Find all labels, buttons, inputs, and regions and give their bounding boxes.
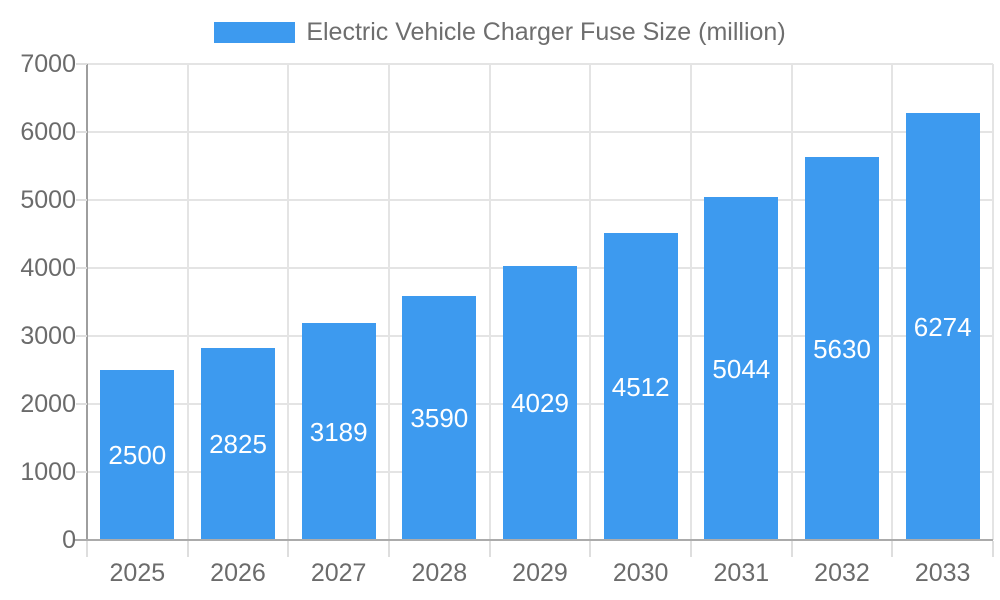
x-axis-tick — [287, 541, 290, 557]
y-tick-label: 1000 — [20, 458, 76, 486]
y-tick-label: 5000 — [20, 186, 76, 214]
gridline-vertical — [891, 64, 894, 540]
gridline-vertical — [388, 64, 390, 540]
x-tick-label: 2027 — [310, 559, 367, 587]
y-axis-tick — [76, 471, 87, 473]
plot-area: 2500 2825 3189 3590 4029 4512 5044 5630 6274 — [87, 63, 994, 540]
x-axis-tick — [388, 541, 390, 557]
bar-value-label: 5630 — [813, 333, 871, 364]
x-axis-tick — [790, 541, 793, 557]
x-tick-label: 2026 — [210, 559, 266, 587]
x-axis-line — [75, 539, 993, 541]
x-tick-label: 2030 — [612, 559, 669, 587]
x-axis-tick — [589, 541, 592, 557]
bar: 3590 — [402, 295, 477, 540]
bar-value-label: 3189 — [309, 416, 368, 447]
legend: Electric Vehicle Charger Fuse Size (mill… — [0, 18, 1000, 46]
x-tick-label: 2028 — [411, 559, 468, 587]
bar-value-label: 2825 — [209, 428, 267, 459]
y-tick-label: 6000 — [20, 118, 76, 146]
bar-value-label: 5044 — [712, 353, 771, 384]
legend-series-label: Electric Vehicle Charger Fuse Size (mill… — [306, 18, 786, 46]
bar: 2500 — [100, 370, 175, 540]
x-tick-label: 2032 — [814, 559, 870, 587]
y-tick-label: 4000 — [20, 254, 76, 282]
gridline-vertical — [690, 64, 692, 540]
gridline-horizontal — [87, 131, 993, 133]
bar: 6274 — [905, 113, 980, 540]
bar: 4512 — [603, 233, 678, 540]
legend-swatch — [214, 21, 296, 43]
bar-value-label: 3590 — [410, 402, 469, 433]
gridline-vertical — [186, 64, 189, 540]
y-tick-label: 0 — [62, 526, 76, 554]
bar: 2825 — [201, 347, 275, 540]
y-tick-label: 3000 — [20, 322, 76, 350]
gridline-vertical — [589, 64, 592, 540]
y-tick-label: 7000 — [20, 50, 76, 78]
y-axis-tick — [76, 131, 87, 133]
y-axis-tick — [76, 267, 87, 269]
y-tick-label: 2000 — [20, 390, 76, 418]
bar-value-label: 4029 — [511, 388, 569, 419]
bar: 4029 — [503, 266, 577, 540]
y-axis-tick — [76, 403, 87, 405]
y-axis-tick — [76, 63, 87, 65]
gridline-vertical — [488, 64, 491, 540]
y-axis-tick — [76, 335, 87, 337]
x-axis-tick — [992, 541, 994, 557]
x-axis-tick — [488, 541, 491, 557]
bar: 5630 — [805, 157, 879, 540]
bar-value-label: 4512 — [611, 371, 670, 402]
x-tick-label: 2029 — [512, 559, 568, 587]
gridline-vertical — [992, 64, 994, 540]
y-axis-line — [86, 64, 88, 557]
x-tick-label: 2025 — [109, 559, 166, 587]
bar: 3189 — [301, 323, 376, 540]
x-tick-label: 2033 — [914, 559, 971, 587]
x-axis-tick — [891, 541, 894, 557]
gridline-vertical — [287, 64, 290, 540]
x-axis-tick — [86, 541, 88, 557]
gridline-horizontal — [87, 63, 993, 65]
bar: 5044 — [704, 197, 779, 540]
y-axis-tick — [76, 199, 87, 201]
x-axis-tick — [690, 541, 692, 557]
bar-value-label: 6274 — [913, 311, 972, 342]
x-axis-tick — [186, 541, 189, 557]
bar-value-label: 2500 — [108, 440, 167, 470]
gridline-horizontal — [87, 199, 993, 201]
x-tick-label: 2031 — [713, 559, 770, 587]
gridline-vertical — [790, 64, 793, 540]
